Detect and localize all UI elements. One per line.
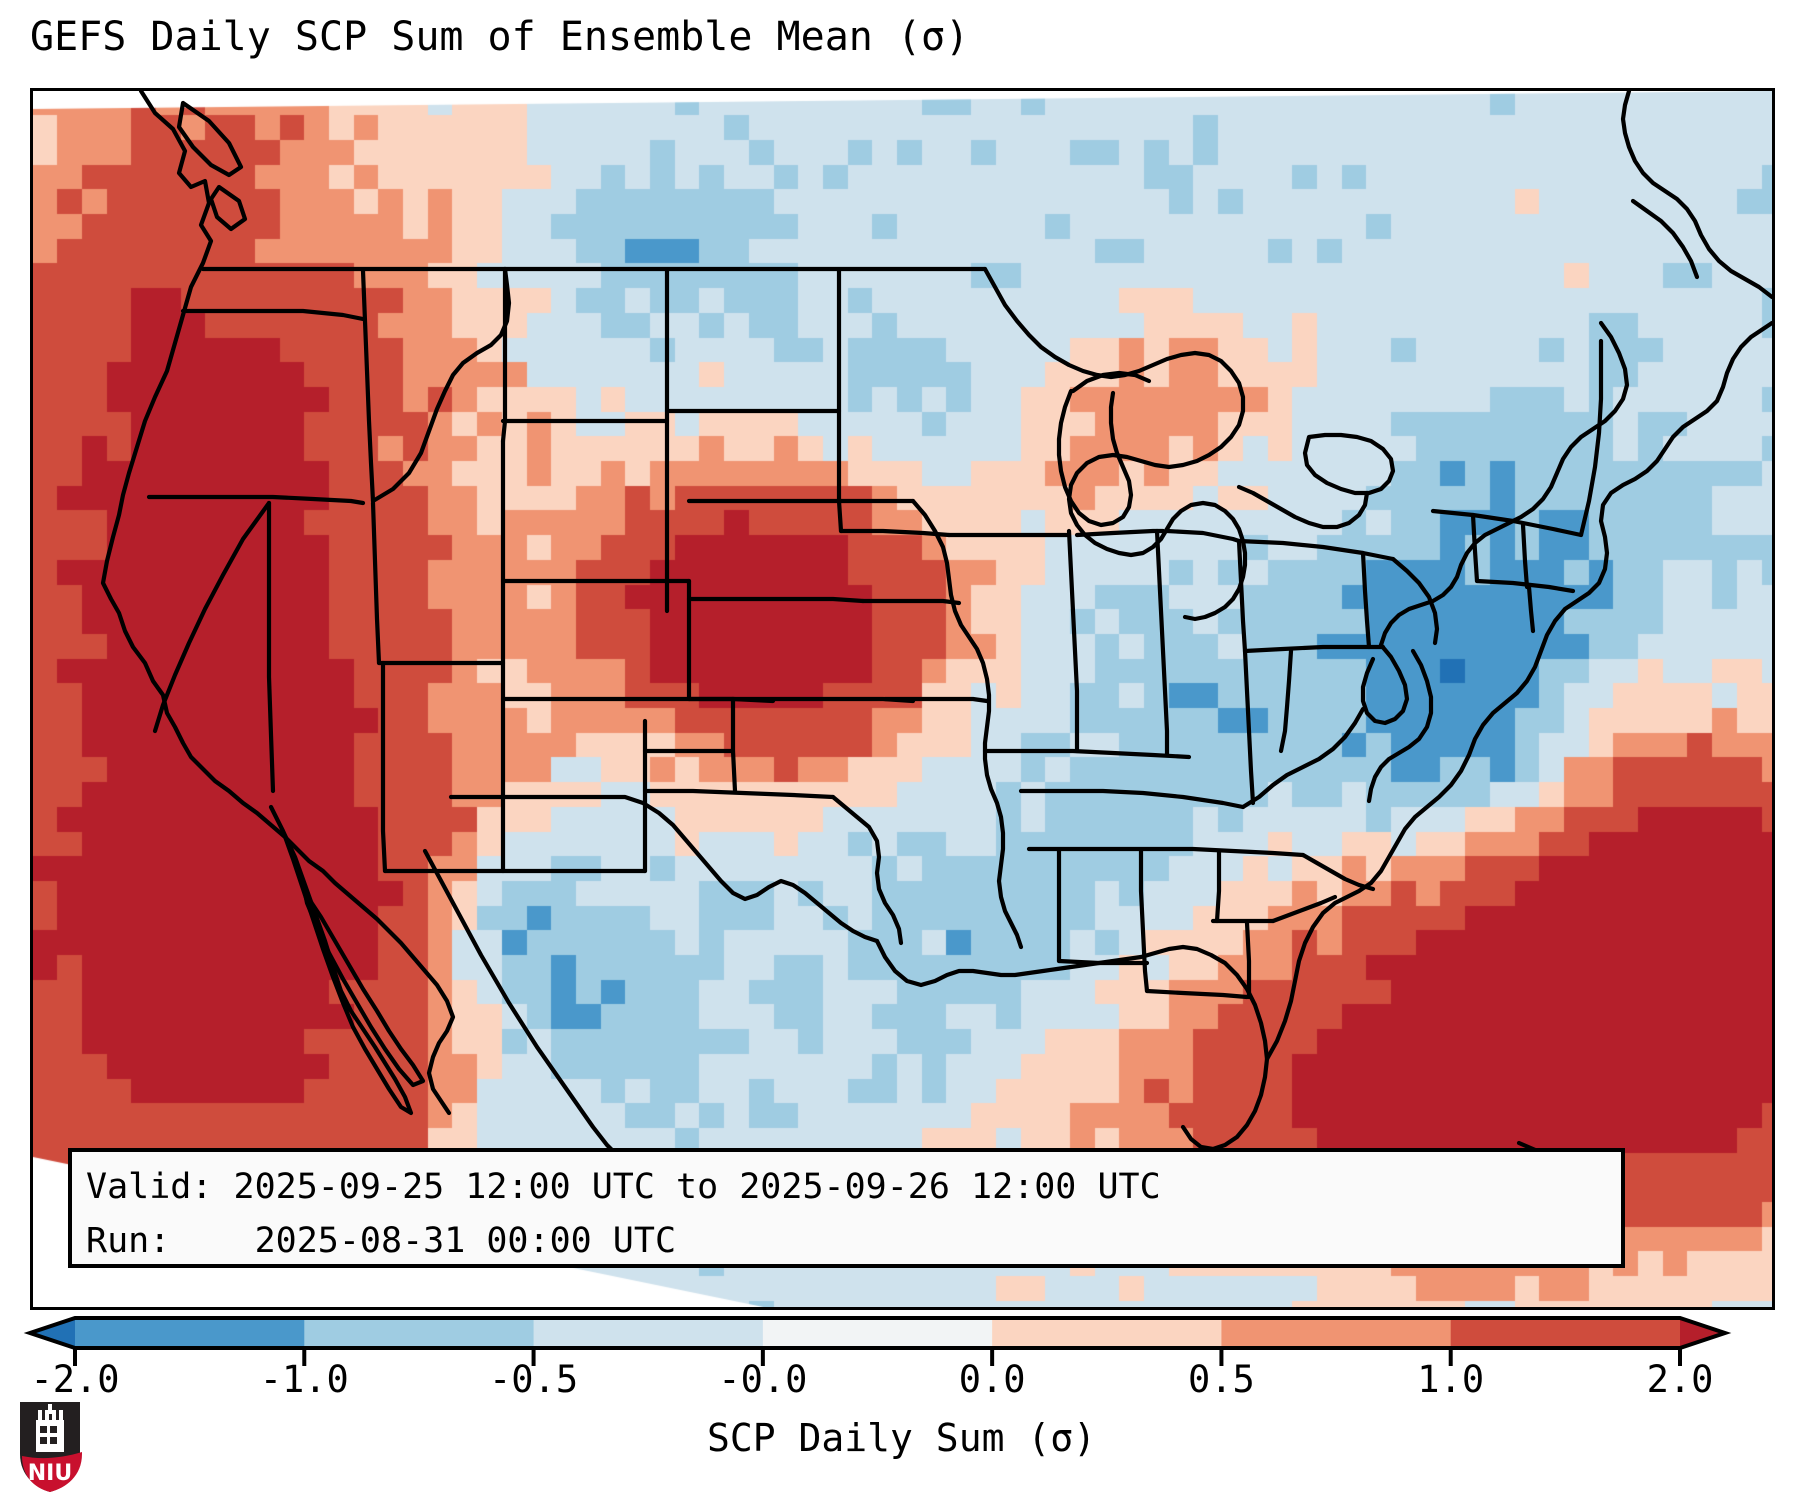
colorbar-tick-5: 0.5 xyxy=(1188,1358,1255,1401)
map-panel[interactable] xyxy=(30,88,1775,1310)
colorbar-tick-1: -1.0 xyxy=(259,1358,349,1401)
niu-shield-logo: NIU xyxy=(20,1402,82,1492)
scp-anomaly-heatmap xyxy=(33,91,1772,1307)
colorbar-tick-3: -0.0 xyxy=(718,1358,808,1401)
colorbar-gradient xyxy=(23,1316,1732,1366)
niu-logo-text: NIU xyxy=(28,1461,72,1486)
page-title: GEFS Daily SCP Sum of Ensemble Mean (σ) xyxy=(30,14,970,60)
colorbar-panel[interactable]: -2.0 -1.0 -0.5 -0.0 0.0 0.5 1.0 2.0 SCP Daily S… xyxy=(0,1300,1803,1506)
colorbar-tick-0: -2.0 xyxy=(30,1358,120,1401)
forecast-info-box: Valid: 2025-09-25 12:00 UTC to 2025-09-2… xyxy=(68,1148,1625,1268)
colorbar-axis-label: SCP Daily Sum (σ) xyxy=(707,1416,1096,1460)
colorbar-tick-2: -0.5 xyxy=(489,1358,579,1401)
colorbar-tick-4: 0.0 xyxy=(958,1358,1026,1401)
run-time-text: Run: 2025-08-31 00:00 UTC xyxy=(86,1221,677,1261)
valid-period-text: Valid: 2025-09-25 12:00 UTC to 2025-09-2… xyxy=(86,1167,1161,1207)
colorbar-tick-7: 2.0 xyxy=(1646,1358,1714,1401)
colorbar-tick-6: 1.0 xyxy=(1417,1358,1485,1401)
